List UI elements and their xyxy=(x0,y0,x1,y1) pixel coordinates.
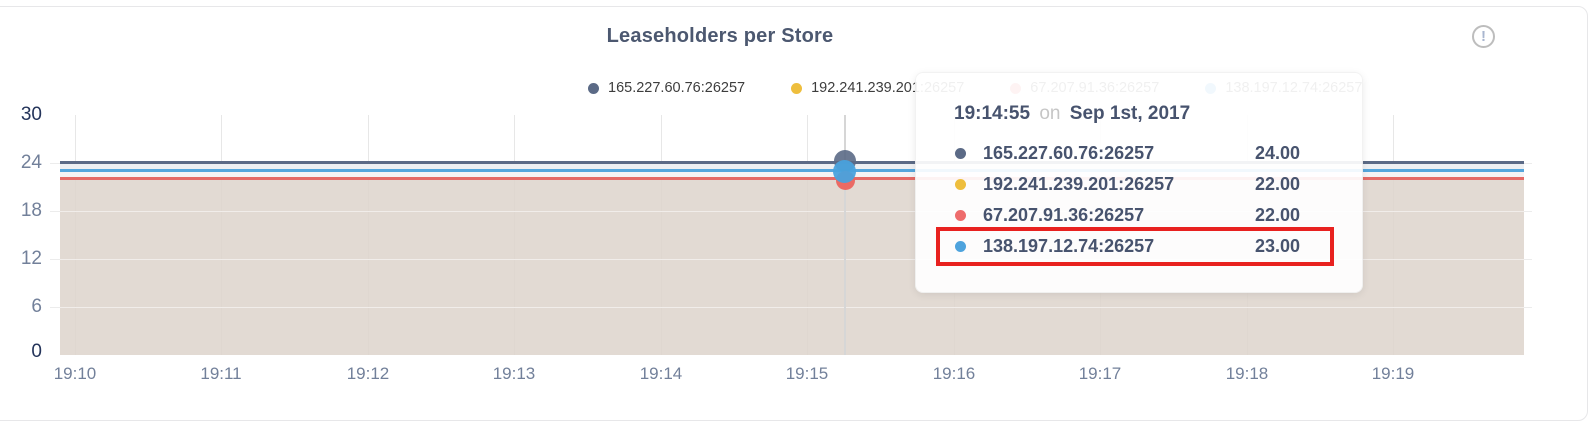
y-axis-tick: 0 xyxy=(31,341,42,362)
tooltip-series-value: 23.00 xyxy=(1254,236,1300,256)
series-dot-icon xyxy=(955,241,966,252)
tooltip-rows: 165.227.60.76:26257 24.00 192.241.239.20… xyxy=(916,138,1362,266)
tooltip-series-value: 22.00 xyxy=(1254,205,1300,225)
y-axis-tick: 18 xyxy=(20,200,42,221)
series-dot-icon xyxy=(955,148,966,159)
x-axis-tick: 19:12 xyxy=(346,364,390,383)
series-dot-icon xyxy=(955,210,966,221)
gridline-overlay xyxy=(60,259,1524,260)
x-axis-tick: 19:10 xyxy=(53,364,97,383)
series-line-165-227-60-76 xyxy=(60,161,1524,164)
legend-dot-icon xyxy=(791,82,803,94)
tooltip-separator: on xyxy=(1039,103,1061,124)
tooltip-row: 67.207.91.36:26257 22.00 xyxy=(916,200,1362,231)
hover-point-blue xyxy=(833,160,856,183)
tooltip-time: 19:14:55 xyxy=(954,103,1031,124)
legend-item[interactable]: 165.227.60.76:26257 xyxy=(588,80,745,96)
tooltip-row: 165.227.60.76:26257 24.00 xyxy=(916,138,1362,169)
series-line-138-197-12-74 xyxy=(60,169,1524,172)
legend-dot-icon xyxy=(588,82,599,94)
chart-tooltip: 19:14:55 on Sep 1st, 2017 165.227.60.76:… xyxy=(915,72,1363,293)
gridline-overlay xyxy=(60,211,1524,212)
x-axis-tick: 19:14 xyxy=(639,364,683,383)
chart-card xyxy=(0,6,1588,421)
y-axis-tick: 24 xyxy=(20,152,42,173)
hover-guideline xyxy=(844,115,846,355)
tooltip-date: Sep 1st, 2017 xyxy=(1069,103,1191,124)
highlight-annotation-box xyxy=(936,227,1334,266)
tooltip-header: 19:14:55 on Sep 1st, 2017 xyxy=(916,103,1362,125)
x-axis-tick: 19:19 xyxy=(1371,364,1415,383)
area-fill-band xyxy=(60,171,1524,179)
series-line-67-207-91-36 xyxy=(60,177,1524,180)
legend-label: 165.227.60.76:26257 xyxy=(608,80,746,96)
chart-title: Leaseholders per Store xyxy=(606,25,834,47)
info-icon[interactable]: ! xyxy=(1472,25,1495,48)
tooltip-row: 192.241.239.201:26257 22.00 xyxy=(916,169,1362,200)
x-axis-tick: 19:17 xyxy=(1078,364,1122,383)
tooltip-series-name: 192.241.239.201:26257 xyxy=(983,174,1175,194)
x-axis-tick: 19:15 xyxy=(785,364,829,383)
x-axis-tick: 19:11 xyxy=(200,364,242,383)
x-axis-tick: 19:13 xyxy=(492,364,536,383)
tooltip-series-name: 138.197.12.74:26257 xyxy=(983,236,1155,256)
area-fill-band xyxy=(60,163,1524,171)
series-dot-icon xyxy=(955,179,966,190)
tooltip-series-name: 67.207.91.36:26257 xyxy=(983,205,1145,225)
gridline-overlay xyxy=(60,307,1524,308)
tooltip-series-value: 24.00 xyxy=(1254,143,1300,163)
x-axis-tick: 19:18 xyxy=(1225,364,1269,383)
tooltip-series-value: 22.00 xyxy=(1254,174,1300,194)
tooltip-row-highlighted: 138.197.12.74:26257 23.00 xyxy=(916,227,1362,266)
tooltip-series-name: 165.227.60.76:26257 xyxy=(983,143,1155,163)
y-axis-tick: 12 xyxy=(20,248,42,269)
y-axis-tick: 30 xyxy=(20,104,42,125)
x-axis-tick: 19:16 xyxy=(932,364,976,383)
y-axis-tick: 6 xyxy=(31,296,42,317)
